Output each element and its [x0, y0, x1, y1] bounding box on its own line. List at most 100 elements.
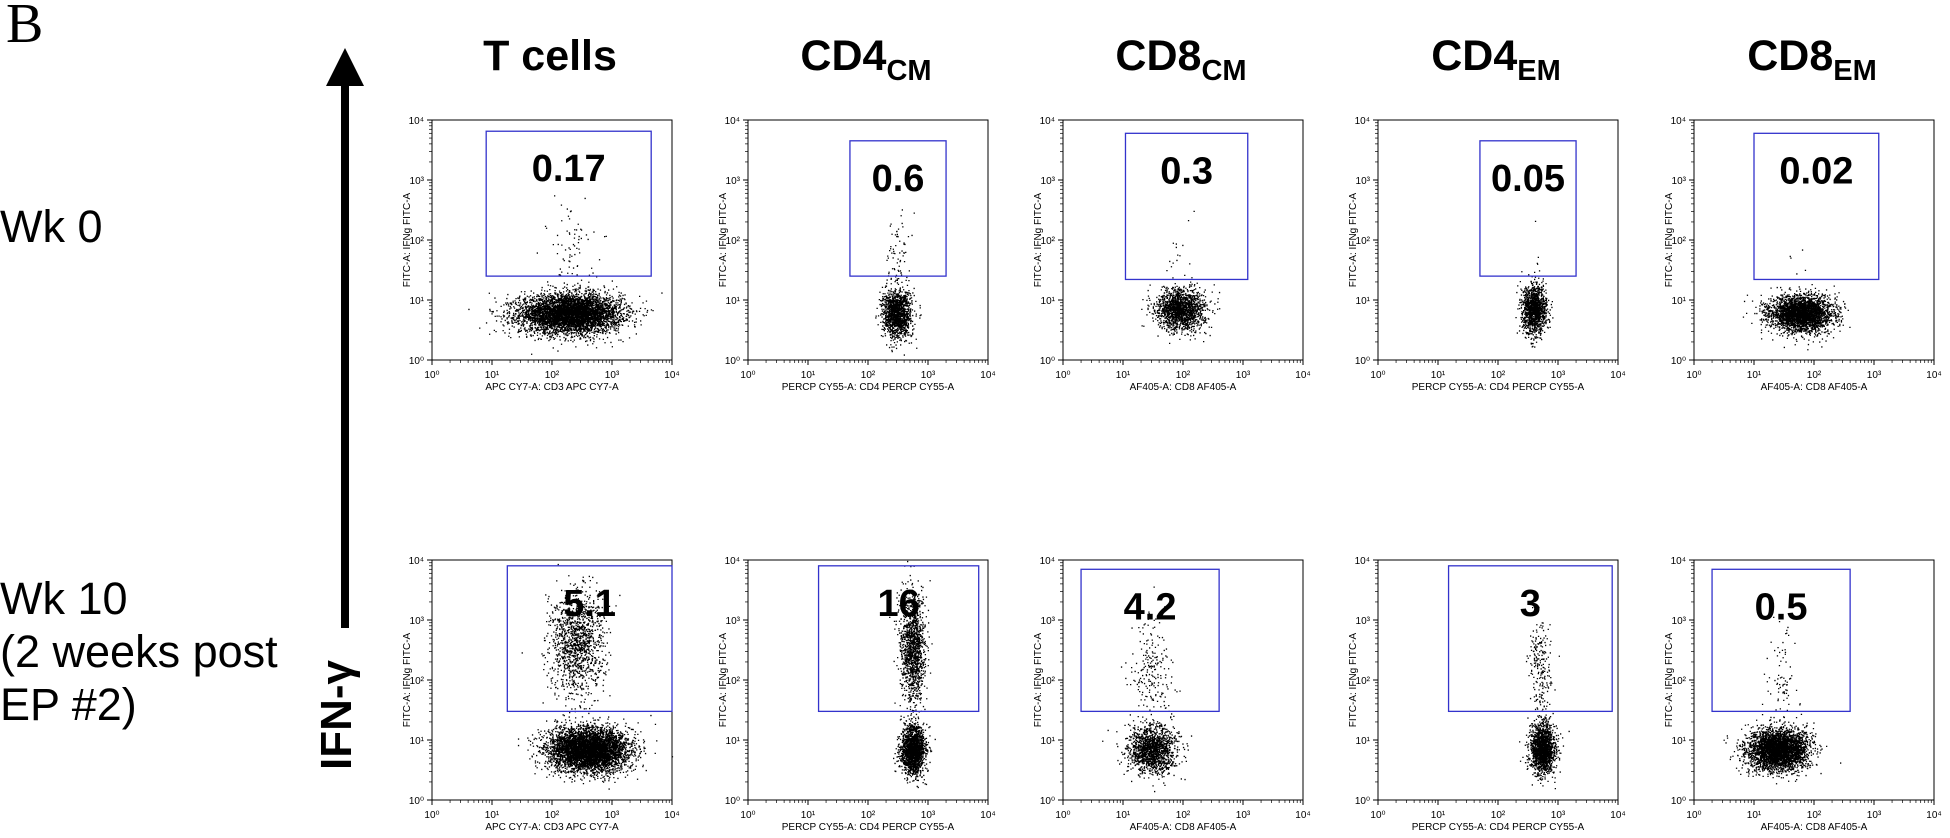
y-axis-label: FITC-A: IFNg FITC-A	[1664, 192, 1675, 287]
y-tick-label: 10³	[410, 616, 425, 627]
y-axis-arrow-head	[326, 48, 364, 86]
y-tick-label: 10¹	[410, 296, 425, 307]
y-tick-label: 10³	[726, 176, 741, 187]
gate-rectangle	[1124, 132, 1249, 281]
x-axis-label: AF405-A: CD8 AF405-A	[1130, 382, 1237, 393]
y-tick-label: 10⁴	[725, 116, 740, 127]
y-tick-label: 10⁰	[1040, 356, 1055, 367]
plot-frame	[747, 119, 989, 361]
x-tick-label: 10¹	[485, 370, 500, 381]
y-axis-label: FITC-A: IFNg FITC-A	[718, 192, 729, 287]
row-label-wk0: Wk 0	[0, 201, 103, 252]
x-tick-label: 10¹	[1431, 370, 1446, 381]
y-tick-label: 10⁰	[725, 796, 740, 807]
event-population	[521, 563, 621, 741]
gate-rectangle	[1479, 140, 1577, 277]
column-title-main: CD8	[1747, 32, 1834, 80]
event-population	[1169, 210, 1196, 288]
x-tick-label: 10²	[1807, 810, 1822, 821]
plot-frame	[1693, 559, 1935, 801]
y-tick-label: 10⁰	[409, 356, 424, 367]
x-tick-label: 10¹	[1747, 810, 1762, 821]
gate-percentage: 5.1	[563, 583, 616, 625]
x-tick-label: 10⁴	[1295, 370, 1310, 381]
x-tick-label: 10⁴	[980, 810, 995, 821]
x-tick-label: 10¹	[1116, 810, 1131, 821]
x-tick-label: 10³	[1551, 370, 1566, 381]
column-title-subscript: CM	[1201, 55, 1247, 87]
event-population	[517, 712, 674, 790]
column-title-subscript: EM	[1833, 55, 1877, 87]
x-axis-label: APC CY7-A: CD3 APC CY7-A	[485, 822, 619, 833]
y-tick-label: 10¹	[1356, 736, 1371, 747]
column-title-cd8cm: CD8CM	[1061, 32, 1301, 88]
x-axis-label: APC CY7-A: CD3 APC CY7-A	[485, 382, 619, 393]
y-tick-label: 10⁰	[1355, 796, 1370, 807]
event-dots	[1141, 210, 1221, 344]
y-tick-label: 10³	[1041, 176, 1056, 187]
y-tick-label: 10²	[410, 236, 425, 247]
y-tick-label: 10⁴	[1355, 116, 1370, 127]
x-tick-label: 10⁰	[424, 810, 439, 821]
y-tick-label: 10⁴	[409, 116, 424, 127]
column-title-cd8em: CD8EM	[1692, 32, 1932, 88]
event-dots	[517, 563, 674, 790]
column-title-t-cells: T cells	[430, 32, 670, 88]
y-tick-label: 10⁴	[1040, 556, 1055, 567]
x-tick-label: 10⁰	[1686, 370, 1701, 381]
x-axis-label: PERCP CY55-A: CD4 PERCP CY55-A	[782, 382, 955, 393]
x-tick-label: 10⁰	[1055, 370, 1070, 381]
column-title-subscript: CM	[886, 55, 932, 87]
x-tick-label: 10³	[921, 370, 936, 381]
x-tick-label: 10³	[1867, 370, 1882, 381]
gate-percentage: 16	[877, 583, 919, 625]
y-tick-label: 10²	[726, 676, 741, 687]
x-axis-label: PERCP CY55-A: CD4 PERCP CY55-A	[782, 822, 955, 833]
x-tick-label: 10⁴	[980, 370, 995, 381]
x-tick-label: 10²	[1176, 810, 1191, 821]
y-tick-label: 10²	[1041, 236, 1056, 247]
event-population	[889, 560, 933, 732]
y-tick-label: 10⁴	[1671, 556, 1686, 567]
y-axis-label: FITC-A: IFNg FITC-A	[718, 632, 729, 727]
y-tick-label: 10²	[1672, 236, 1687, 247]
y-tick-label: 10⁰	[1355, 356, 1370, 367]
event-population	[875, 268, 922, 356]
y-tick-label: 10²	[1356, 236, 1371, 247]
x-tick-label: 10²	[861, 370, 876, 381]
column-title-main: CD4	[800, 32, 887, 80]
event-dots	[1515, 220, 1554, 348]
event-dots	[1519, 606, 1570, 790]
x-tick-label: 10³	[1551, 810, 1566, 821]
event-population	[1742, 284, 1851, 351]
x-tick-label: 10⁴	[664, 810, 679, 821]
gate-rectangle	[1711, 568, 1851, 713]
column-title-cd4em: CD4EM	[1376, 32, 1616, 88]
y-axis-arrow	[326, 48, 364, 628]
y-tick-label: 10¹	[1672, 736, 1687, 747]
x-tick-label: 10²	[1491, 810, 1506, 821]
row-label-wk10: Wk 10 (2 weeks post EP #2)	[0, 573, 278, 730]
x-tick-label: 10⁴	[664, 370, 679, 381]
y-tick-label: 10⁴	[725, 556, 740, 567]
event-population	[1519, 706, 1570, 790]
y-tick-label: 10⁰	[1671, 796, 1686, 807]
x-tick-label: 10⁰	[424, 370, 439, 381]
x-tick-label: 10³	[605, 810, 620, 821]
x-axis-label: AF405-A: CD8 AF405-A	[1130, 822, 1237, 833]
column-title-subscript: EM	[1517, 55, 1561, 87]
y-tick-label: 10¹	[1672, 296, 1687, 307]
column-title-main: CD4	[1431, 32, 1518, 80]
event-population	[1723, 713, 1842, 785]
gate-rectangle	[817, 565, 980, 713]
y-tick-label: 10⁰	[409, 796, 424, 807]
plot-frame	[1377, 559, 1619, 801]
gate-rectangle	[1447, 565, 1613, 713]
gate-rectangle	[506, 565, 673, 713]
gate-rectangle	[1753, 132, 1880, 281]
y-tick-label: 10⁴	[1355, 556, 1370, 567]
